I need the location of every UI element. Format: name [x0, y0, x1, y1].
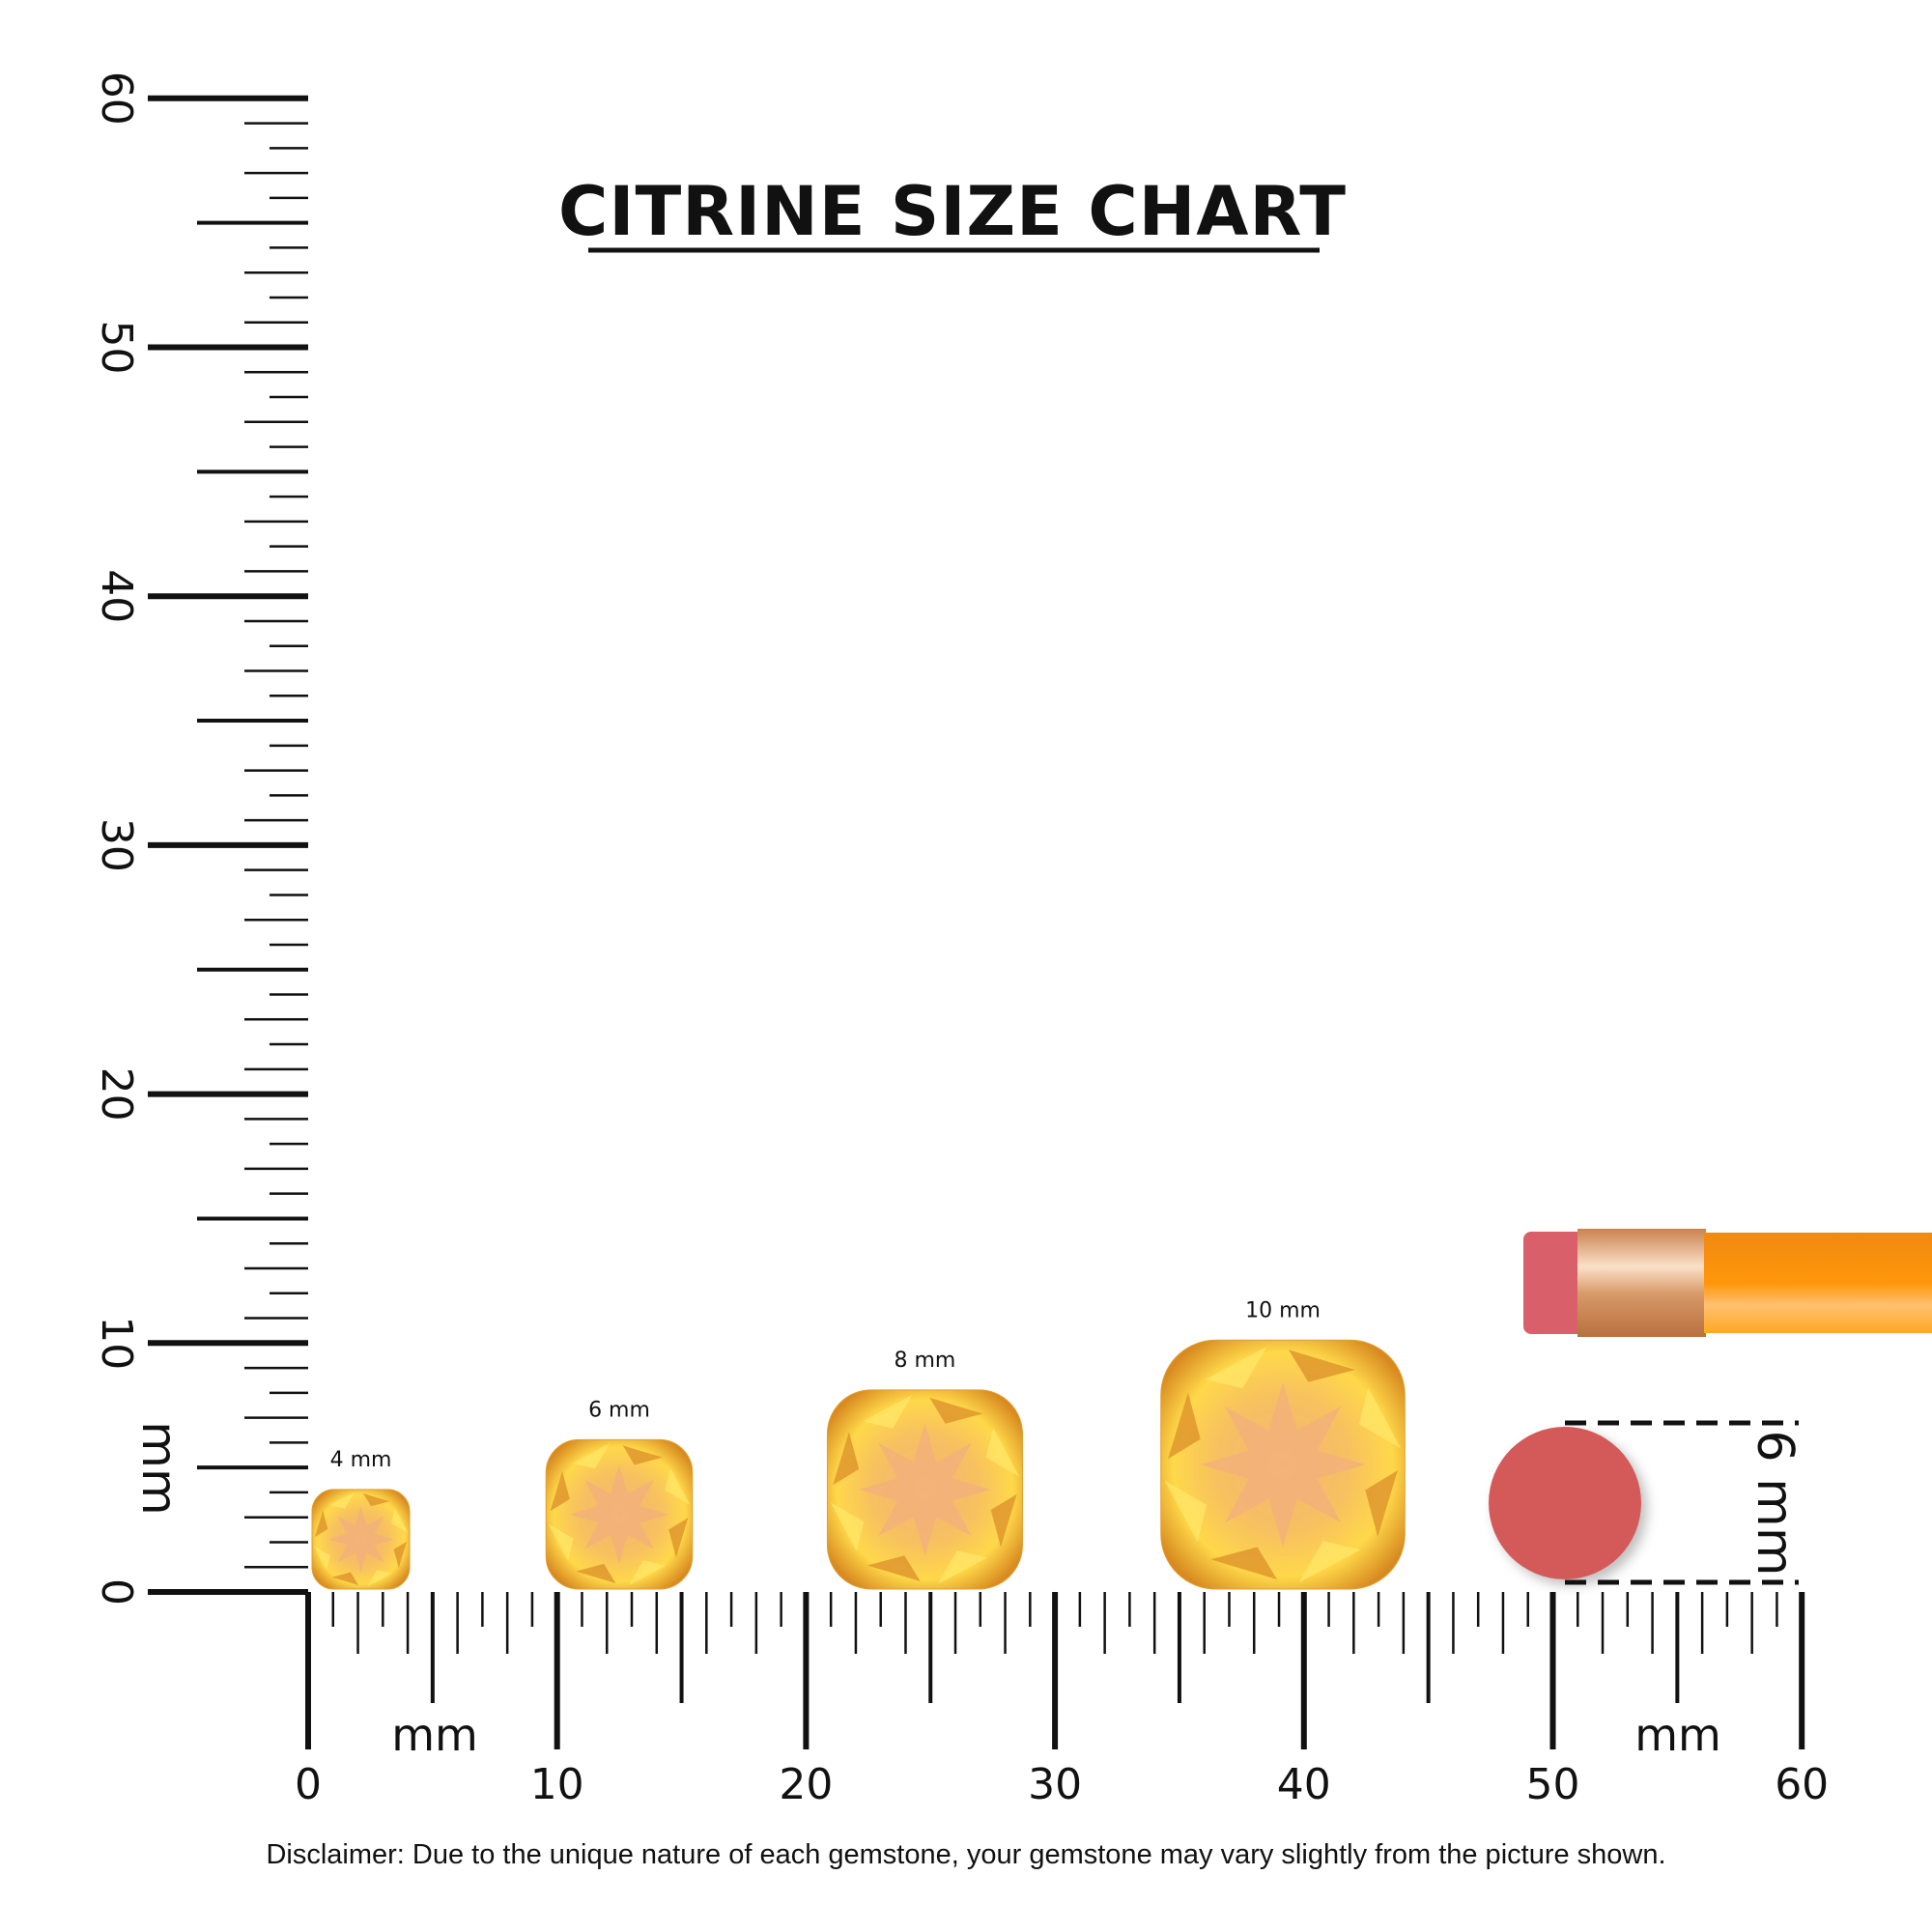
gem-facet: [313, 1546, 330, 1571]
gem-facet: [1164, 1480, 1208, 1542]
gem-8mm: 8 mm: [826, 1349, 1023, 1590]
gem-facet: [629, 1560, 666, 1585]
gem-facet: [665, 1467, 691, 1505]
horizontal-tick-label: 20: [779, 1760, 833, 1809]
gem-size-label: 10 mm: [1245, 1298, 1321, 1322]
vertical-tick-label: 10: [92, 1316, 141, 1370]
gem-facet: [391, 1508, 409, 1533]
eraser-circle: [1489, 1427, 1641, 1579]
vertical-tick-label: 30: [92, 818, 141, 872]
gem-facet: [393, 1541, 408, 1569]
disclaimer-text: Disclaimer: Due to the unique nature of …: [266, 1839, 1666, 1870]
gem-star-facet: [570, 1464, 668, 1564]
gem-facet: [937, 1550, 987, 1584]
gem-facet: [985, 1428, 1020, 1477]
gem-facet: [362, 1492, 390, 1507]
gem-facet: [867, 1555, 921, 1581]
gem-facet: [668, 1518, 689, 1558]
gem-facet: [367, 1570, 392, 1587]
gem-facet: [929, 1397, 983, 1424]
vertical-tick-label: 60: [92, 71, 141, 126]
horizontal-tick-label: 0: [295, 1760, 322, 1809]
gem-facet: [863, 1395, 913, 1429]
vertical-tick-label: 40: [92, 569, 141, 623]
gem-group: 4 mm 6 mm 8 mm 10 mm: [311, 1298, 1406, 1590]
gem-size-label: 8 mm: [895, 1349, 956, 1373]
gem-facet: [1206, 1347, 1267, 1389]
gem-facet: [314, 1510, 328, 1538]
gem-4mm: 4 mm: [311, 1448, 411, 1590]
gem-size-label: 4 mm: [330, 1448, 392, 1472]
horizontal-tick-label: 30: [1028, 1760, 1082, 1809]
horizontal-tick-label: 10: [530, 1760, 584, 1809]
gem-star-facet: [327, 1506, 394, 1573]
horizontal-ruler: 0 10 20 30 40 50 60 mm mm: [295, 1592, 1829, 1809]
gem-star-facet: [859, 1423, 991, 1555]
gem-facet: [573, 1443, 610, 1469]
gem-6mm: 6 mm: [545, 1398, 694, 1590]
gem-10mm: 10 mm: [1160, 1298, 1406, 1590]
gem-facet: [1298, 1541, 1360, 1583]
horizontal-tick-label: 60: [1775, 1760, 1829, 1809]
gem-facet: [550, 1470, 570, 1512]
horizontal-tick-label: 40: [1277, 1760, 1331, 1809]
horizontal-unit-label: mm: [1634, 1709, 1721, 1761]
gem-facet: [1289, 1350, 1355, 1382]
gem-facet: [331, 1572, 359, 1585]
gem-facet: [990, 1493, 1017, 1548]
eraser-size-label: 6 mm: [1746, 1431, 1804, 1577]
gem-facet: [548, 1523, 574, 1561]
gem-facet: [830, 1502, 865, 1551]
pencil-icon: [1523, 1229, 1932, 1337]
gem-facet: [1210, 1547, 1278, 1580]
vertical-unit-label: mm: [131, 1421, 187, 1515]
gem-facet: [622, 1445, 663, 1465]
gem-facet: [1168, 1392, 1201, 1460]
page-title: CITRINE SIZE CHART: [558, 172, 1347, 251]
horizontal-unit-label: mm: [391, 1709, 478, 1761]
gem-facet: [576, 1563, 616, 1583]
gem-facet: [1359, 1387, 1402, 1449]
gem-size-label: 6 mm: [588, 1398, 650, 1422]
gem-star-facet: [1201, 1382, 1366, 1548]
eraser-reference: 6 mm: [1489, 1420, 1804, 1585]
vertical-tick-label: 50: [92, 321, 141, 375]
horizontal-tick-label: 50: [1526, 1760, 1580, 1809]
vertical-tick-label: 20: [92, 1067, 141, 1122]
vertical-tick-label: 0: [92, 1578, 141, 1605]
gem-facet: [1365, 1470, 1398, 1537]
vertical-ruler: 0 10 20 30 40 50 60 mm: [92, 71, 308, 1605]
gem-facet: [833, 1432, 860, 1486]
gem-facet: [329, 1492, 355, 1509]
